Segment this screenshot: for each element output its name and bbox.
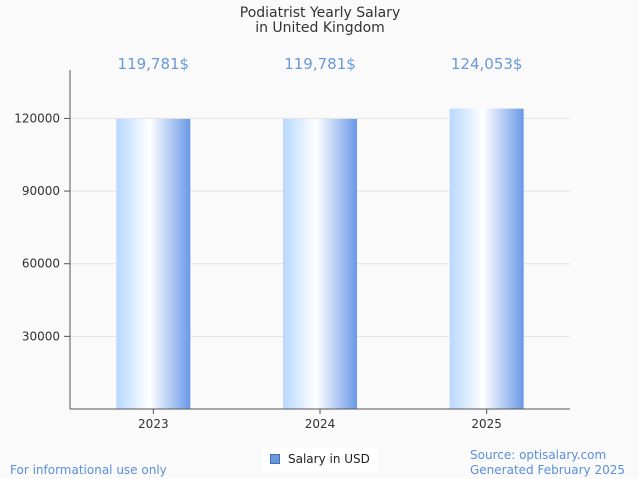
legend-label: Salary in USD	[288, 452, 370, 466]
legend: Salary in USD	[262, 447, 378, 471]
generated-date: Generated February 2025	[470, 463, 626, 477]
bar-2025	[449, 108, 524, 409]
data-label-2024: 119,781$	[284, 55, 356, 73]
disclaimer-text: For informational use only	[10, 463, 167, 477]
chart-title-line-2: in United Kingdom	[255, 20, 385, 36]
source-link[interactable]: Source: optisalary.com	[470, 448, 607, 462]
y-tick-label: 30000	[22, 329, 60, 343]
data-labels: 119,781$ 119,781$ 124,053$	[118, 55, 523, 73]
bars	[116, 108, 524, 409]
y-tick-label: 60000	[22, 257, 60, 271]
x-axis-ticks: 2023 2024 2025	[138, 409, 502, 431]
bar-2023	[116, 118, 191, 409]
x-tick-label-2025: 2025	[471, 417, 502, 431]
bar-2024	[283, 118, 357, 409]
data-label-2025: 124,053$	[451, 55, 523, 73]
y-tick-label: 120000	[14, 111, 60, 125]
legend-swatch	[270, 454, 280, 464]
x-tick-label-2023: 2023	[138, 417, 169, 431]
chart-title-line-1: Podiatrist Yearly Salary	[240, 5, 400, 21]
x-tick-label-2024: 2024	[305, 417, 336, 431]
y-tick-label: 90000	[22, 184, 60, 198]
y-axis-ticks: 30000 60000 90000 120000	[14, 111, 70, 343]
data-label-2023: 119,781$	[118, 55, 190, 73]
